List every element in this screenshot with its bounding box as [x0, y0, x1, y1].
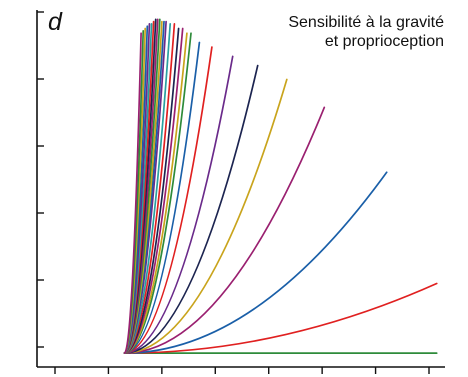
series-line-8 [123, 46, 213, 354]
chart-title-line-2: et proprioception [324, 33, 444, 50]
series-line-7 [123, 55, 234, 354]
chart-title-line-1: Sensibilité à la gravité [288, 14, 444, 31]
series-line-6 [123, 64, 259, 354]
series-line-2 [123, 282, 438, 354]
chart-axes [36, 10, 445, 374]
chart-series-group [123, 18, 438, 354]
series-line-5 [123, 78, 288, 354]
series-line-3 [123, 171, 388, 354]
series-line-28 [123, 32, 142, 354]
series-line-4 [123, 106, 326, 354]
series-line-9 [123, 41, 201, 354]
panel-label: d [48, 8, 62, 36]
